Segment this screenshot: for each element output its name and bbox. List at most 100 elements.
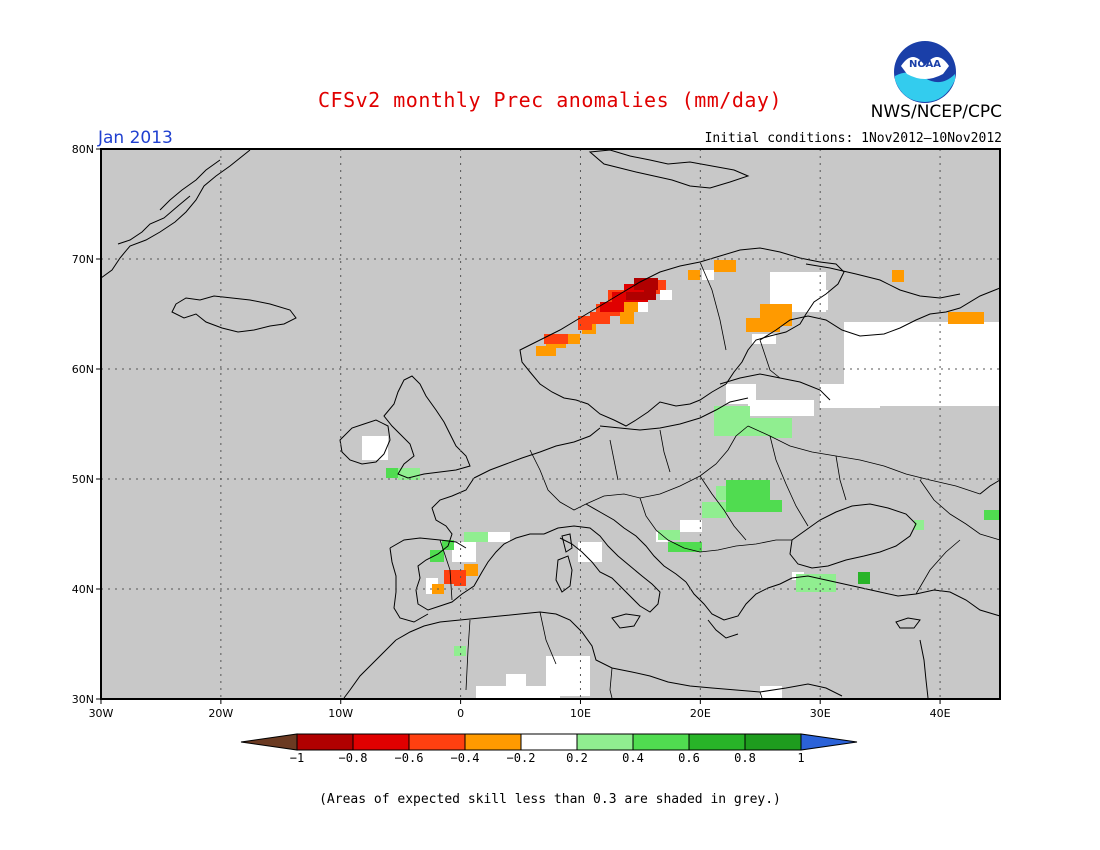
anomaly-cell (566, 334, 580, 344)
colorbar-labels: −1 −0.8 −0.6 −0.4 −0.2 0.2 0.4 0.6 0.8 1 (290, 751, 805, 765)
lon-tick-label: 20W (208, 707, 233, 720)
anomaly-cell (714, 260, 736, 272)
anomaly-cell (600, 302, 624, 312)
anomaly-cell (578, 542, 602, 562)
anomaly-cell (624, 300, 638, 312)
colorbar: −1 −0.8 −0.6 −0.4 −0.2 0.2 0.4 0.6 0.8 1 (240, 733, 858, 765)
colorbar-label: −1 (290, 751, 304, 765)
forecast-month: Jan 2013 (98, 128, 173, 148)
anomaly-cell (476, 686, 560, 700)
colorbar-label: −0.8 (339, 751, 368, 765)
colorbar-swatch (576, 733, 634, 751)
lat-tick-label: 40N (72, 583, 94, 596)
anomaly-cell (488, 532, 510, 542)
colorbar-swatch (352, 733, 410, 751)
colorbar-swatch (632, 733, 690, 751)
colorbar-label: −0.2 (507, 751, 536, 765)
noaa-logo: NOAA (894, 41, 956, 103)
colorbar-swatch (296, 733, 354, 751)
anomaly-cell (746, 318, 780, 332)
anomaly-cell (752, 334, 776, 344)
colorbar-swatch (520, 733, 578, 751)
anomaly-cell (820, 384, 880, 408)
lat-tick-label: 50N (72, 473, 94, 486)
lon-tick-label: 20E (690, 707, 711, 720)
map-frame (100, 148, 1001, 700)
anomaly-cell (644, 288, 656, 300)
lat-tick-label: 80N (72, 143, 94, 156)
svg-text:NOAA: NOAA (909, 59, 941, 70)
anomaly-cell (386, 468, 398, 478)
anomaly-cell (454, 578, 466, 586)
lon-tick-label: 10E (570, 707, 591, 720)
anomaly-cell (398, 468, 420, 480)
anomaly-cell (544, 334, 568, 344)
anomaly-cell (636, 302, 648, 312)
anomaly-cell (892, 270, 904, 282)
anomaly-cell (658, 530, 680, 540)
anomaly-cell (858, 572, 870, 584)
anomaly-cells (362, 260, 1000, 700)
anomaly-cell (506, 674, 526, 686)
colorbar-swatch (744, 733, 802, 751)
colorbar-label: 0.6 (678, 751, 700, 765)
map-background (101, 149, 1000, 699)
anomaly-cell (914, 520, 924, 530)
colorbar-right-arrow (800, 733, 858, 751)
anomaly-cell (454, 646, 466, 656)
anomaly-cell (652, 280, 666, 290)
lat-lon-grid (101, 149, 1000, 699)
initial-conditions: Initial conditions: 1Nov2012—10Nov2012 (704, 131, 1002, 146)
colorbar-label: −0.4 (451, 751, 480, 765)
colorbar-swatches (240, 733, 858, 751)
anomaly-cell (660, 290, 672, 300)
colorbar-swatch (688, 733, 746, 751)
anomaly-cell (668, 542, 702, 552)
anomaly-cell (726, 500, 782, 512)
anomaly-cell (948, 312, 984, 324)
anomaly-cell (748, 400, 814, 416)
lon-tick-label: 30E (810, 707, 831, 720)
lat-tick-label: 60N (72, 363, 94, 376)
anomaly-cell (792, 290, 828, 310)
anomaly-cell (760, 686, 782, 700)
colorbar-label: 0.8 (734, 751, 756, 765)
colorbar-left-arrow (240, 733, 298, 751)
anomaly-cell (626, 292, 644, 300)
anomaly-cell (634, 278, 658, 290)
skill-footnote: (Areas of expected skill less than 0.3 a… (319, 792, 781, 807)
latitude-labels: 80N 70N 60N 50N 40N 30N (72, 143, 101, 706)
lon-tick-label: 10W (328, 707, 353, 720)
coastlines (100, 149, 1001, 699)
anomaly-cell (536, 346, 556, 356)
anomaly-cell (620, 312, 634, 324)
lon-tick-label: 0 (457, 707, 464, 720)
lat-tick-label: 70N (72, 253, 94, 266)
anomaly-cell (702, 502, 726, 518)
anomaly-cell (726, 384, 756, 404)
chart-title: CFSv2 monthly Prec anomalies (mm/day) (317, 88, 783, 112)
colorbar-label: −0.6 (395, 751, 424, 765)
lon-tick-label: 30W (89, 707, 114, 720)
colorbar-swatch (408, 733, 466, 751)
anomaly-cell (770, 426, 792, 438)
anomaly-cell (680, 520, 702, 532)
anomaly-cell (702, 270, 714, 280)
anomaly-cell (726, 480, 770, 500)
anomaly-cell (984, 510, 1000, 520)
anomaly-cell (464, 532, 488, 542)
map-grey-fill (101, 149, 1000, 699)
anomaly-cell (688, 270, 700, 280)
anomaly-cell (430, 550, 444, 562)
anomaly-cell (464, 564, 478, 576)
anomaly-cell (452, 542, 476, 562)
colorbar-label: 0.2 (566, 751, 588, 765)
colorbar-swatch (464, 733, 522, 751)
anomaly-cell (796, 574, 836, 592)
lon-tick-label: 40E (930, 707, 951, 720)
agency-label: NWS/NCEP/CPC (870, 102, 1002, 122)
lat-tick-label: 30N (72, 693, 94, 706)
colorbar-label: 1 (797, 751, 804, 765)
colorbar-label: 0.4 (622, 751, 644, 765)
